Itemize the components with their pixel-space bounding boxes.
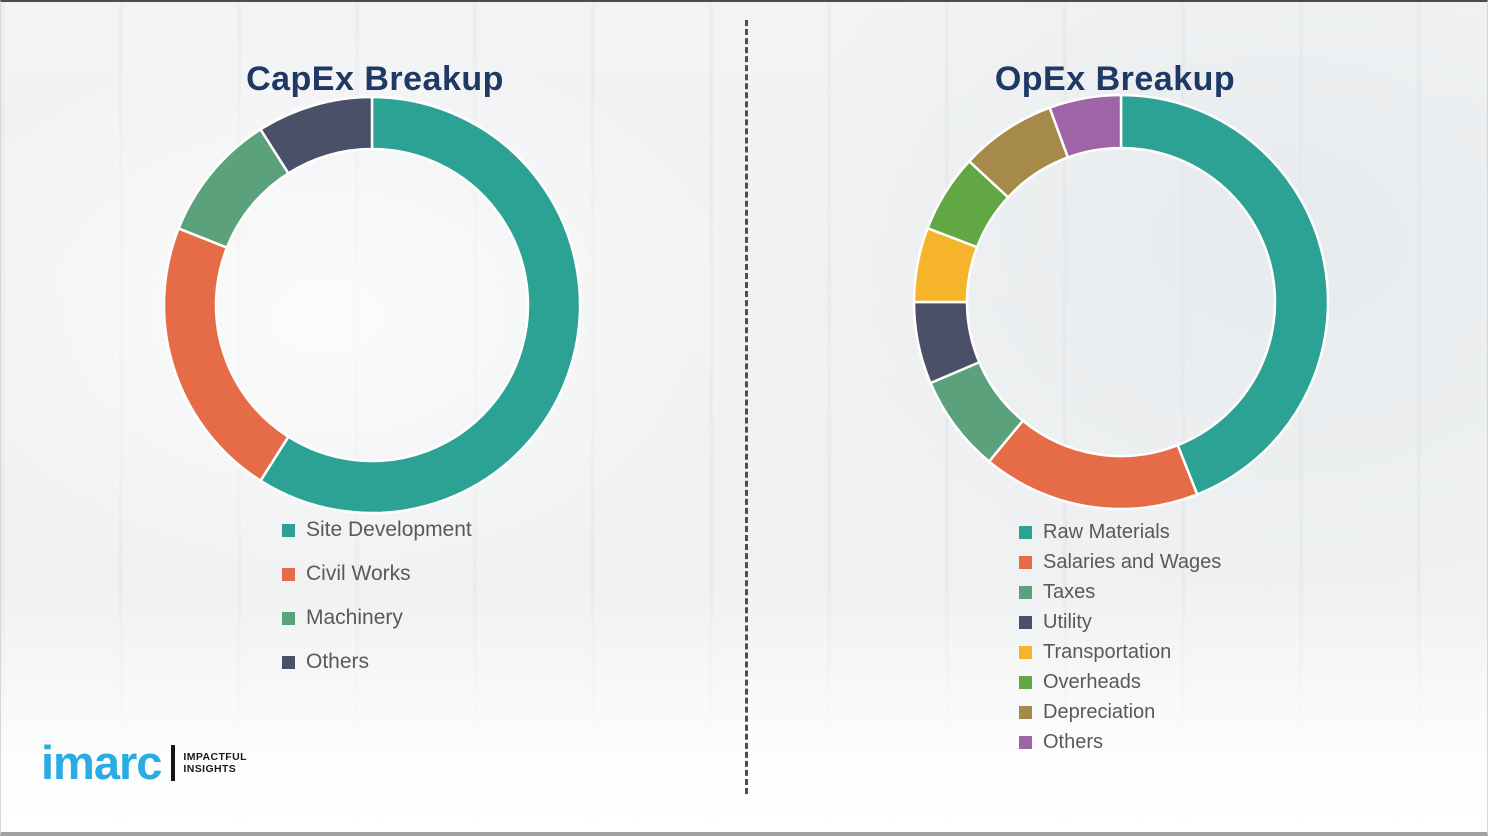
donut-svg bbox=[912, 93, 1330, 511]
legend-item: Salaries and Wages bbox=[1019, 547, 1221, 577]
legend-swatch-icon bbox=[1019, 705, 1032, 719]
capex-chart-title: CapEx Breakup bbox=[246, 60, 504, 99]
legend-label: Others bbox=[1043, 730, 1104, 753]
legend-swatch-icon bbox=[282, 611, 295, 625]
legend-swatch-icon bbox=[1019, 735, 1032, 749]
legend-item: Machinery bbox=[282, 596, 472, 640]
capex-legend: Site Development Civil Works Machinery Othe… bbox=[282, 508, 472, 684]
legend-label: Transportation bbox=[1043, 640, 1172, 663]
legend-item: Others bbox=[1019, 727, 1221, 757]
legend-label: Overheads bbox=[1043, 670, 1141, 693]
legend-item: Transportation bbox=[1019, 637, 1221, 667]
legend-item: Overheads bbox=[1019, 667, 1221, 697]
donut-segment-others bbox=[1048, 93, 1123, 160]
legend-label: Salaries and Wages bbox=[1043, 550, 1222, 573]
logo-tagline-line1: IMPACTFUL bbox=[183, 750, 247, 763]
legend-swatch-icon bbox=[1019, 525, 1032, 539]
donut-segment-others bbox=[258, 95, 374, 176]
imarc-logo: imarc IMPACTFUL INSIGHTS bbox=[41, 735, 247, 791]
legend-label: Depreciation bbox=[1043, 700, 1156, 723]
logo-tagline-line2: INSIGHTS bbox=[183, 763, 237, 775]
legend-swatch-icon bbox=[282, 567, 295, 581]
donut-segment-salaries-and-wages bbox=[987, 418, 1199, 511]
legend-swatch-icon bbox=[282, 523, 295, 537]
legend-label: Raw Materials bbox=[1043, 520, 1170, 543]
donut-segment-site-development bbox=[258, 95, 582, 515]
legend-swatch-icon bbox=[1019, 615, 1032, 629]
legend-item: Civil Works bbox=[282, 552, 472, 596]
legend-item: Site Development bbox=[282, 508, 472, 552]
capex-donut-chart bbox=[157, 90, 587, 520]
legend-swatch-icon bbox=[1019, 555, 1032, 569]
opex-chart-title: OpEx Breakup bbox=[994, 60, 1236, 99]
legend-swatch-icon bbox=[1019, 675, 1032, 689]
legend-swatch-icon bbox=[282, 655, 295, 669]
legend-item: Utility bbox=[1019, 607, 1221, 637]
legend-label: Machinery bbox=[306, 606, 403, 629]
opex-donut-chart bbox=[906, 87, 1336, 517]
legend-label: Utility bbox=[1043, 610, 1092, 633]
logo-tagline: IMPACTFUL INSIGHTS bbox=[183, 751, 246, 776]
legend-label: Taxes bbox=[1043, 580, 1096, 603]
legend-label: Civil Works bbox=[306, 562, 411, 585]
donut-svg bbox=[162, 95, 582, 515]
legend-label: Others bbox=[306, 650, 370, 673]
legend-swatch-icon bbox=[1019, 645, 1032, 659]
opex-legend: Raw Materials Salaries and Wages Taxes Util… bbox=[1019, 517, 1221, 757]
legend-item: Taxes bbox=[1019, 577, 1221, 607]
legend-item: Others bbox=[282, 640, 472, 684]
donut-segment-civil-works bbox=[162, 226, 291, 483]
dashed-divider bbox=[745, 20, 748, 794]
legend-item: Depreciation bbox=[1019, 697, 1221, 727]
logo-divider-bar bbox=[171, 745, 176, 781]
donut-segment-raw-materials bbox=[1119, 93, 1330, 497]
legend-swatch-icon bbox=[1019, 585, 1032, 599]
imarc-brand-text: imarc bbox=[41, 736, 162, 789]
legend-item: Raw Materials bbox=[1019, 517, 1221, 547]
legend-label: Site Development bbox=[306, 518, 472, 541]
